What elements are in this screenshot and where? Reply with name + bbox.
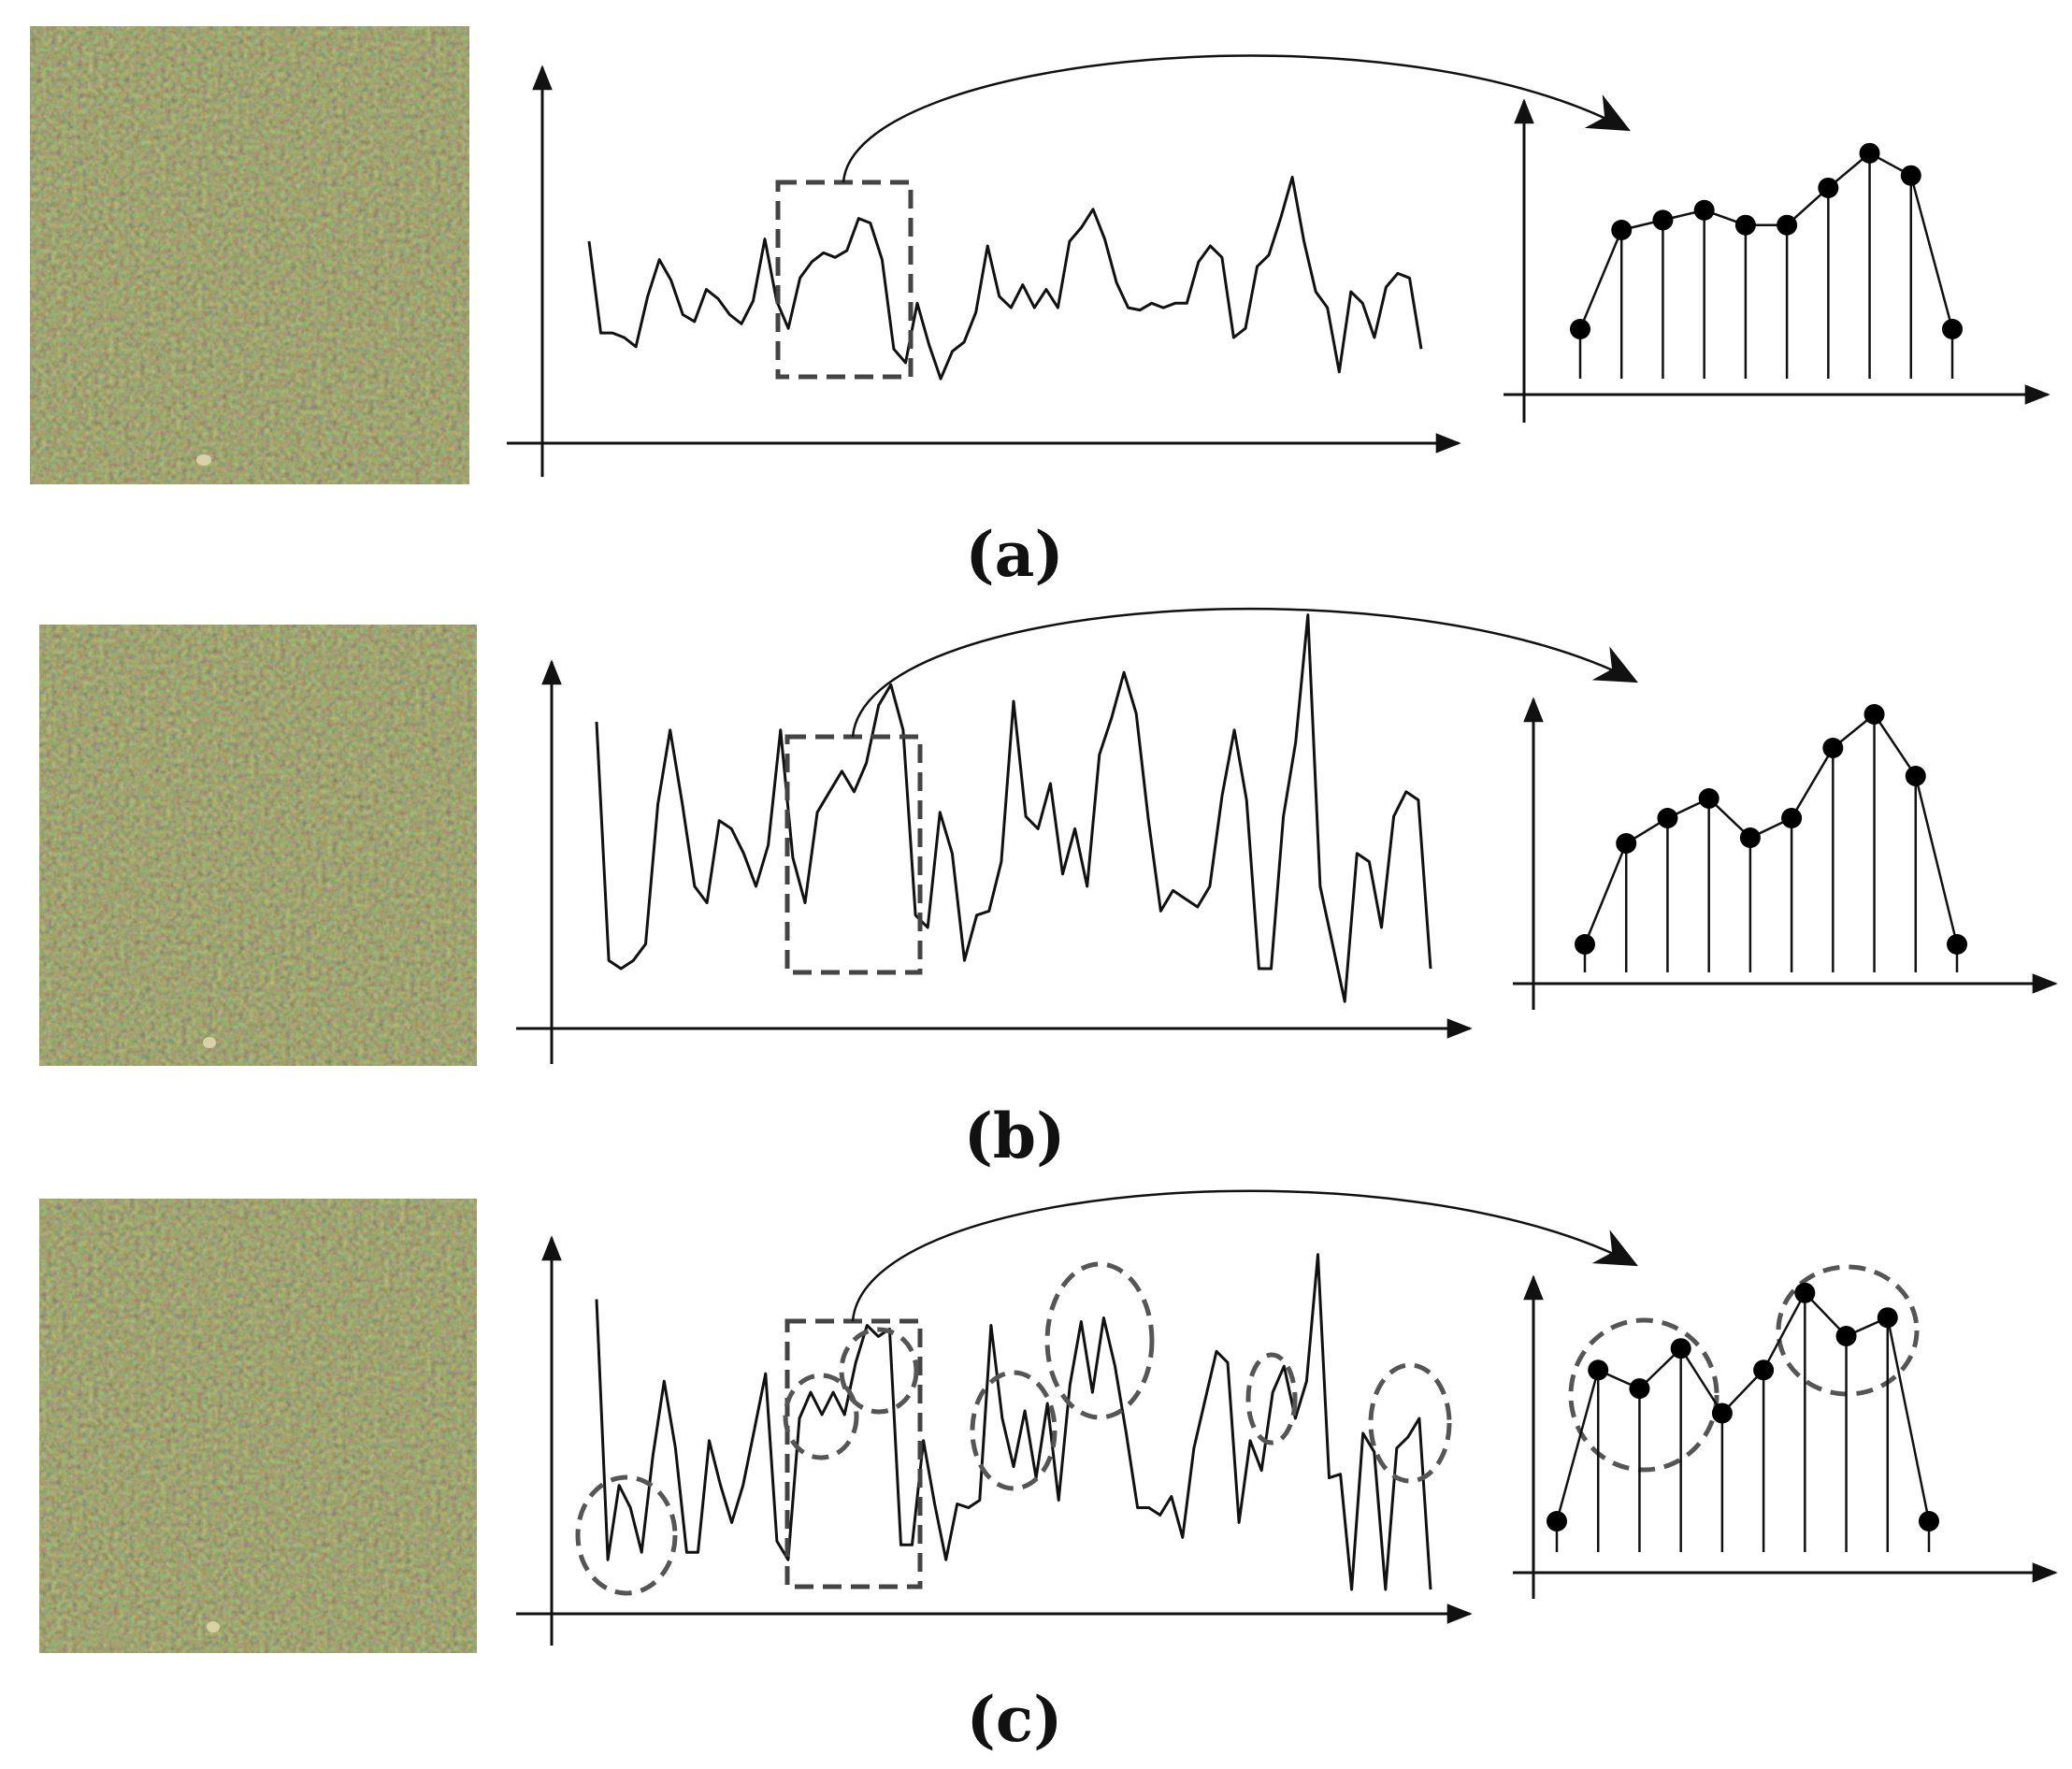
sample-point — [1863, 704, 1885, 725]
caption-c: (c) — [967, 1683, 1063, 1756]
sample-envelope — [1555, 1290, 1931, 1522]
sample-point — [1835, 1326, 1857, 1346]
sample-point — [1711, 1402, 1733, 1424]
signal-plot-a — [507, 54, 1631, 477]
sample-point — [1698, 788, 1719, 809]
sample-point — [1652, 209, 1674, 231]
zoom-arrow-a — [842, 54, 1631, 183]
sample-point — [1570, 319, 1590, 339]
texture-image-b — [39, 625, 477, 1066]
highlight-ellipse — [839, 1327, 919, 1415]
sample-point — [1822, 738, 1844, 758]
panel-a: (a) — [30, 26, 2050, 591]
signal-line-a — [587, 176, 1423, 381]
sample-point — [1739, 827, 1761, 848]
sample-envelope — [1578, 151, 1954, 330]
sample-point — [1777, 214, 1798, 236]
window-box-a — [775, 180, 914, 380]
highlight-ellipse — [1776, 1264, 1920, 1397]
sample-point — [1670, 1338, 1691, 1359]
sample-envelope — [1583, 712, 1959, 945]
sample-plot-c — [1513, 1274, 2058, 1599]
zoom-arrow-c — [851, 1189, 1638, 1322]
sample-point — [1616, 833, 1637, 854]
sample-point — [1900, 165, 1921, 186]
highlight-ellipse — [575, 1474, 678, 1596]
highlight-ellipse — [970, 1370, 1058, 1491]
sample-point — [1575, 934, 1595, 955]
sample-point — [1629, 1378, 1650, 1400]
sample-point — [1588, 1359, 1609, 1381]
sample-point — [1919, 1511, 1939, 1532]
sample-point — [1657, 808, 1678, 828]
highlight-ellipse — [1568, 1317, 1719, 1473]
signal-plot-c — [516, 1189, 1920, 1646]
highlight-ellipses-c — [575, 1261, 1920, 1596]
texture-image-c — [39, 1199, 477, 1653]
caption-a: (a) — [965, 518, 1063, 591]
sample-point — [1693, 199, 1715, 221]
signal-line-b — [595, 613, 1432, 1003]
sample-point — [1942, 319, 1963, 339]
window-box-b — [784, 734, 923, 975]
sample-point — [1794, 1282, 1816, 1303]
sample-point — [1753, 1359, 1775, 1381]
caption-b: (b) — [964, 1100, 1066, 1172]
sample-plot-a — [1504, 98, 2050, 423]
sample-point — [1947, 934, 1967, 955]
highlight-ellipse — [783, 1373, 859, 1460]
sample-point — [1859, 142, 1880, 164]
panel-b: (b) — [39, 607, 2058, 1172]
sample-point — [1734, 214, 1756, 236]
sample-point — [1818, 177, 1839, 198]
highlight-ellipse — [1044, 1261, 1155, 1420]
signal-line-c — [595, 1253, 1432, 1591]
texture-image-a — [30, 26, 469, 484]
sample-plot-b — [1513, 697, 2058, 1010]
sample-point — [1905, 766, 1926, 786]
sample-point — [1611, 220, 1633, 240]
sample-point — [1877, 1307, 1898, 1329]
sample-point — [1781, 808, 1803, 828]
highlight-ellipse — [1368, 1362, 1452, 1484]
zoom-arrow-b — [851, 607, 1639, 738]
sample-point — [1547, 1511, 1567, 1532]
highlight-ellipse — [1245, 1352, 1298, 1445]
panel-c: (c) — [39, 1189, 2058, 1756]
window-box-c — [784, 1318, 923, 1589]
signal-plot-b — [516, 607, 1639, 1064]
